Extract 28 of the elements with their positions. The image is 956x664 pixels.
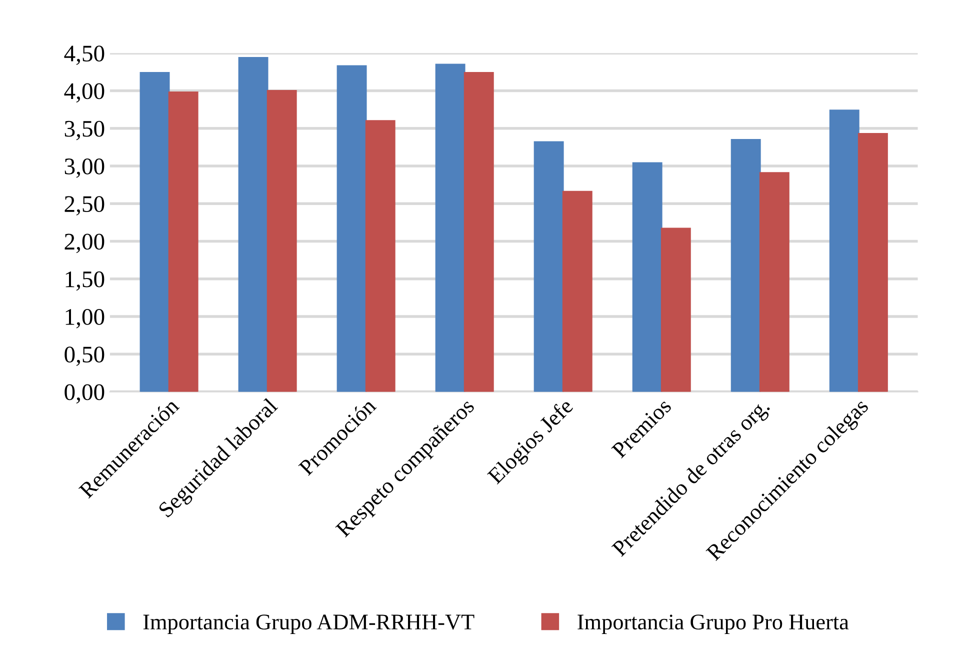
bar: [858, 132, 888, 392]
y-tick-label: 2,00: [64, 234, 104, 254]
bar: [435, 64, 466, 392]
bar: [730, 138, 761, 392]
bar: [829, 110, 860, 392]
bar: [336, 65, 367, 392]
bar: [168, 92, 198, 392]
bar: [534, 141, 564, 392]
y-tick-label: 0,50: [64, 346, 104, 366]
legend-label: Importancia Grupo Pro Huerta: [578, 614, 849, 634]
y-tick-label: 0,00: [64, 384, 104, 404]
y-tick-label: 1,00: [66, 308, 104, 328]
y-tick-label: 3,50: [64, 120, 104, 140]
legend-label: Importancia Grupo ADM-RRHH-VT: [143, 614, 474, 634]
bar: [238, 56, 268, 392]
bar: [632, 162, 662, 392]
bar: [266, 90, 297, 392]
y-tick-label: 2,50: [64, 196, 104, 216]
y-tick-label: 1,50: [66, 271, 104, 291]
bar: [365, 120, 396, 392]
bar: [562, 190, 592, 392]
bar: [660, 228, 691, 392]
bar: [464, 72, 494, 392]
y-tick-label: 4,50: [64, 46, 104, 65]
bar: [140, 72, 170, 392]
y-tick-label: 3,00: [64, 158, 104, 178]
bar: [759, 172, 790, 392]
y-tick-label: 4,00: [64, 83, 104, 103]
